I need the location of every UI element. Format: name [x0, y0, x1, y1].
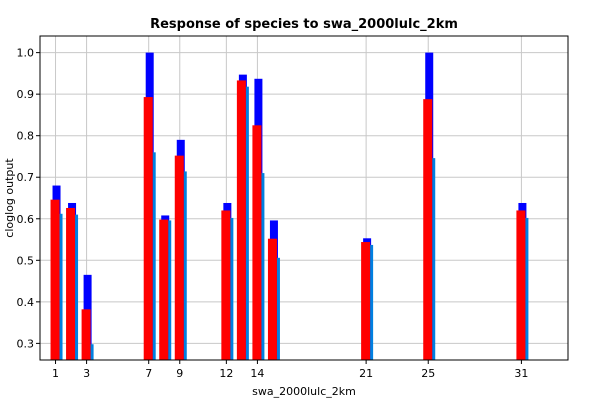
bar-lower [59, 213, 63, 360]
x-tick-label: 21 [359, 367, 373, 380]
plot-frame [39, 35, 569, 361]
bar-mean [81, 309, 91, 360]
bar-mean [159, 219, 169, 360]
x-tick-label: 31 [514, 367, 528, 380]
bar-mean [66, 207, 76, 360]
y-tick-label: 0.3 [17, 337, 35, 350]
bar-mean [236, 80, 246, 360]
bar-mean [361, 242, 371, 360]
bar-lower [245, 86, 249, 360]
x-tick-label: 3 [83, 367, 90, 380]
bar-mean [423, 99, 433, 360]
bar-mean [174, 155, 184, 360]
y-tick-label: 0.7 [17, 171, 35, 184]
x-tick-label: 1 [52, 367, 59, 380]
bar-mean [252, 125, 262, 360]
y-tick-label: 0.8 [17, 130, 35, 143]
ticks-layer: 0.3 0.4 0.5 0.6 0.7 0.8 0.9 1.0 1 3 7 9 12 14 21 25 31 [17, 47, 529, 380]
y-axis-label: cloglog output [3, 158, 16, 238]
x-tick-label: 7 [145, 367, 152, 380]
x-tick-label: 25 [421, 367, 435, 380]
bar-mean [267, 238, 277, 360]
bar-mean [143, 97, 153, 361]
y-tick-label: 1.0 [17, 47, 35, 60]
bar-mean [221, 210, 231, 360]
bar-lower [230, 217, 234, 360]
bar-lower [276, 257, 280, 360]
bar-mean [516, 210, 526, 360]
bar-lower [261, 173, 265, 360]
bar-lower [90, 344, 94, 360]
x-axis-label: swa_2000lulc_2km [252, 385, 356, 398]
bar-lower [152, 152, 156, 360]
grid-layer [40, 36, 568, 360]
bars-layer [50, 52, 529, 361]
y-tick-label: 0.9 [17, 88, 35, 101]
y-tick-label: 0.5 [17, 254, 35, 267]
bar-lower [168, 220, 172, 360]
x-tick-label: 12 [219, 367, 233, 380]
x-tick-label: 14 [250, 367, 264, 380]
bar-mean [50, 199, 60, 360]
y-tick-label: 0.4 [17, 296, 35, 309]
y-tick-label: 0.6 [17, 213, 35, 226]
bar-lower [75, 214, 79, 360]
x-tick-label: 9 [176, 367, 183, 380]
bar-lower [432, 158, 436, 360]
chart-title: Response of species to swa_2000lulc_2km [150, 17, 458, 32]
bar-lower [183, 171, 187, 360]
bar-lower [525, 217, 529, 360]
bar-lower [370, 244, 374, 360]
